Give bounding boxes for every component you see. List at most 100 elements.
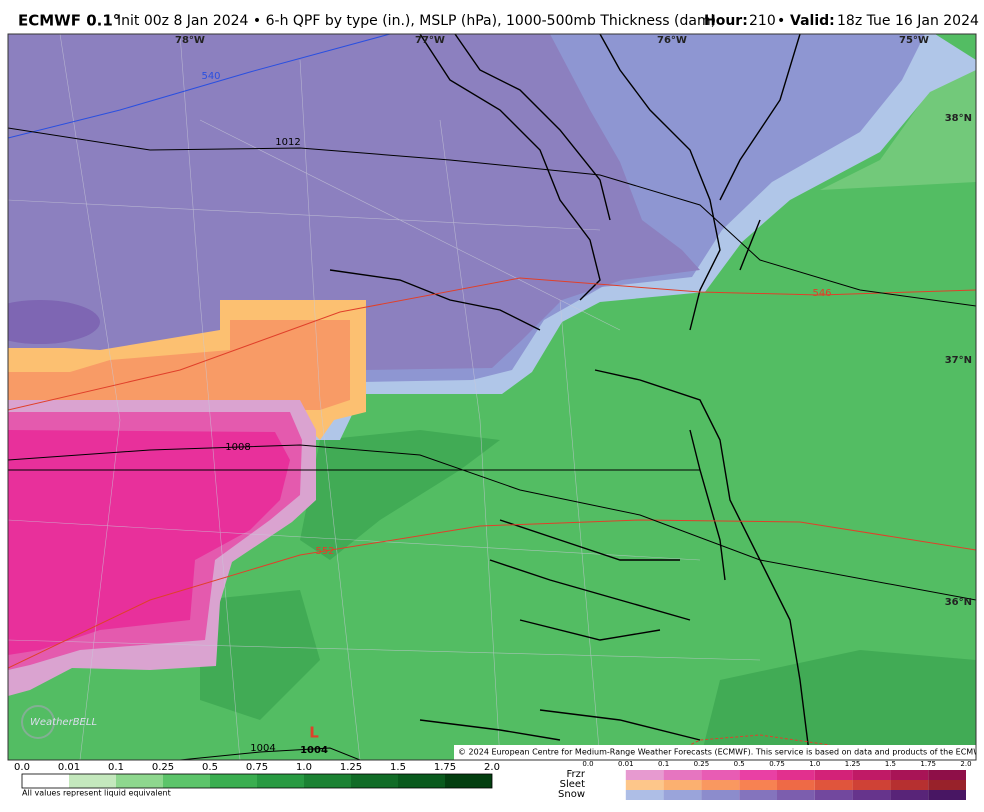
qpf-label: 1.5 bbox=[390, 762, 406, 773]
logo: WeatherBELL bbox=[30, 717, 97, 728]
latitude-label: 37°N bbox=[945, 355, 972, 366]
pressure-label: 1004 bbox=[300, 745, 328, 756]
coastline bbox=[329, 34, 811, 760]
thickness-540 bbox=[8, 34, 391, 139]
hour-label: Hour: bbox=[704, 13, 748, 29]
low-marker: L bbox=[309, 724, 319, 742]
qpf-swatch bbox=[351, 774, 398, 788]
hour: 210 bbox=[749, 13, 776, 29]
qpf-swatch bbox=[163, 774, 210, 788]
qpf-swatch bbox=[304, 774, 351, 788]
thickness-label: 546 bbox=[812, 288, 831, 299]
longitude-label: 76°W bbox=[657, 35, 687, 46]
type-swatch bbox=[928, 780, 966, 790]
type-swatch bbox=[663, 790, 702, 800]
light-rain bbox=[820, 60, 976, 190]
pressure-label: 1008 bbox=[225, 442, 250, 453]
type-swatch bbox=[663, 770, 702, 780]
type-label: 0.25 bbox=[694, 760, 710, 768]
type-swatch bbox=[852, 770, 891, 780]
type-swatch bbox=[777, 780, 815, 790]
type-swatch bbox=[625, 780, 664, 790]
type-swatch bbox=[890, 770, 929, 780]
qpf-swatch bbox=[445, 774, 492, 788]
type-swatch bbox=[739, 790, 777, 800]
type-swatch bbox=[701, 790, 740, 800]
qpf-label: 0.5 bbox=[202, 762, 218, 773]
type-swatch bbox=[852, 780, 891, 790]
qpf-swatch bbox=[257, 774, 304, 788]
type-swatch bbox=[701, 780, 740, 790]
type-swatch bbox=[663, 780, 702, 790]
type-swatch bbox=[928, 770, 966, 780]
thickness-label: 540 bbox=[201, 71, 220, 82]
qpf-label: 0.1 bbox=[108, 762, 124, 773]
qpf-label: 1.25 bbox=[340, 762, 362, 773]
type-swatch bbox=[890, 790, 929, 800]
qpf-label: 0.25 bbox=[152, 762, 174, 773]
longitude-label: 77°W bbox=[415, 35, 445, 46]
isobar-1004 bbox=[179, 747, 361, 760]
type-label: 1.0 bbox=[809, 760, 820, 768]
type-swatch bbox=[701, 770, 740, 780]
type-label: 1.75 bbox=[920, 760, 936, 768]
separator: • bbox=[777, 13, 785, 29]
pressure-label: 1012 bbox=[275, 137, 300, 148]
qpf-swatch bbox=[116, 774, 163, 788]
type-swatch bbox=[814, 780, 853, 790]
qpf-label: 1.0 bbox=[296, 762, 312, 773]
map-frame bbox=[7, 33, 977, 761]
logo-mark bbox=[21, 705, 55, 739]
type-swatch bbox=[928, 790, 966, 800]
type-swatch bbox=[739, 780, 777, 790]
type-label: 0.01 bbox=[618, 760, 634, 768]
qpf-legend: 0.0 0.01 0.1 0.25 0.5 0.75 1.0 1.25 1.5 1.75 2.0 A… bbox=[14, 762, 500, 798]
longitude-label: 78°W bbox=[175, 35, 205, 46]
model-name: ECMWF 0.1° bbox=[18, 12, 120, 30]
valid: 18z Tue 16 Jan 2024 bbox=[837, 13, 979, 29]
type-swatch bbox=[739, 770, 777, 780]
moderate-rain bbox=[200, 430, 976, 760]
legend-note: All values represent liquid equivalent bbox=[22, 789, 171, 798]
longitude-label: 75°W bbox=[899, 35, 929, 46]
heavy-sleet bbox=[8, 320, 350, 410]
isobar-1008 bbox=[8, 444, 976, 601]
type-swatch bbox=[814, 770, 853, 780]
description: Init 00z 8 Jan 2024 • 6-h QPF by type (i… bbox=[117, 13, 716, 29]
qpf-frame bbox=[21, 773, 493, 789]
type-label: 2.0 bbox=[960, 760, 971, 768]
qpf-label: 0.0 bbox=[14, 762, 30, 773]
type-label: 0.0 bbox=[582, 760, 593, 768]
map-labels: 78°W 77°W 76°W 75°W 38°N 37°N 36°N 540 546 552 101… bbox=[175, 35, 972, 756]
qpf-swatch bbox=[69, 774, 116, 788]
qpf-swatch bbox=[22, 774, 69, 788]
type-swatch bbox=[777, 770, 815, 780]
qpf-label: 0.01 bbox=[58, 762, 80, 773]
heavy-snow bbox=[8, 34, 700, 370]
valid-label: Valid: bbox=[790, 13, 835, 29]
thickness-552 bbox=[8, 519, 976, 669]
type-swatch bbox=[852, 790, 891, 800]
type-label: 0.5 bbox=[734, 760, 745, 768]
qpf-colorbar: 0.0 0.01 0.1 0.25 0.5 0.75 1.0 1.25 1.5 1.75 2.0 bbox=[14, 762, 500, 789]
type-swatch bbox=[890, 780, 929, 790]
type-label: 1.5 bbox=[885, 760, 896, 768]
qpf-label: 2.0 bbox=[484, 762, 500, 773]
freezing-rain-heavy bbox=[8, 430, 290, 655]
type-name: Frzr bbox=[567, 769, 586, 780]
type-label: 1.25 bbox=[845, 760, 861, 768]
latitude-label: 38°N bbox=[945, 113, 972, 124]
copyright-box bbox=[454, 745, 976, 760]
county-lines bbox=[8, 34, 761, 760]
qpf-label: 0.75 bbox=[246, 762, 268, 773]
qpf-label: 1.75 bbox=[434, 762, 456, 773]
heavy-snow-core bbox=[8, 300, 100, 344]
type-swatch bbox=[814, 790, 853, 800]
copyright: © 2024 European Centre for Medium-Range … bbox=[458, 748, 984, 757]
latitude-label: 36°N bbox=[945, 597, 972, 608]
type-name: Sleet bbox=[560, 779, 585, 790]
map: WeatherBELL © 2024 European Centre for M… bbox=[7, 33, 984, 761]
type-swatch bbox=[625, 770, 664, 780]
